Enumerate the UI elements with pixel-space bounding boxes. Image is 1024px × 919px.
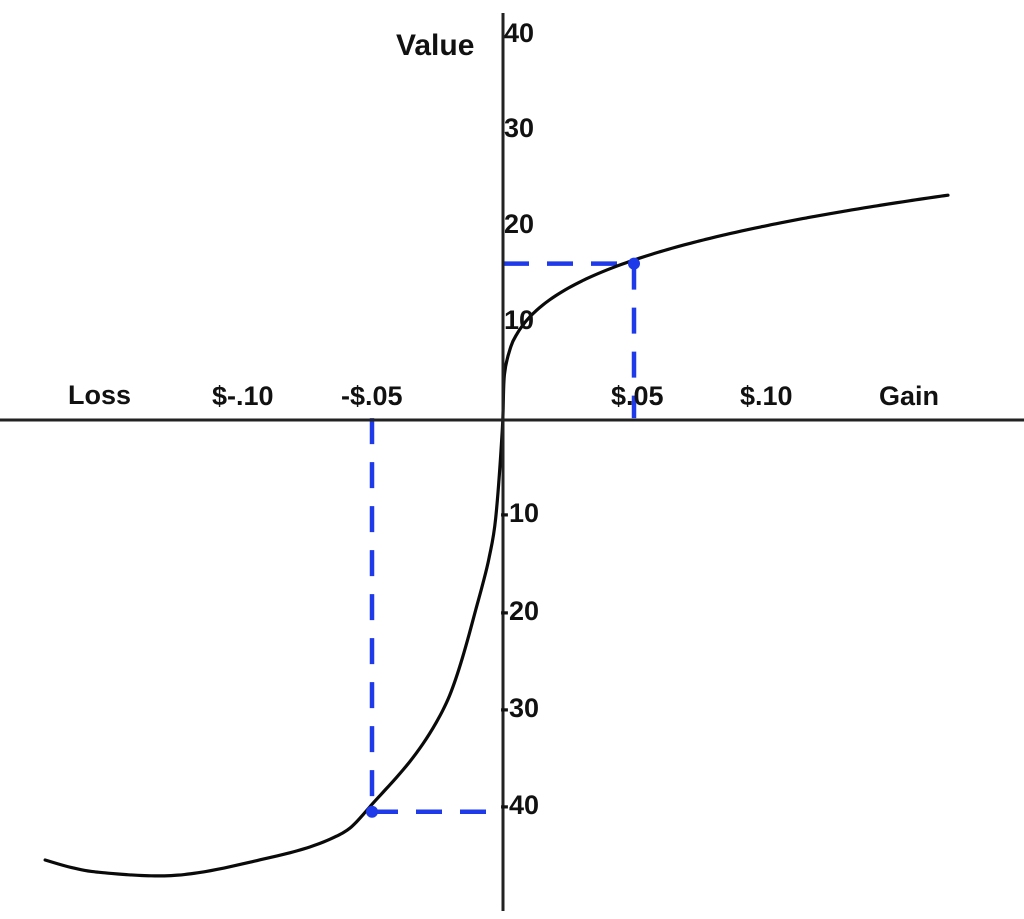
svg-text:Gain: Gain — [879, 381, 939, 411]
svg-text:30: 30 — [504, 113, 534, 143]
svg-text:-10: -10 — [500, 498, 539, 528]
svg-text:-30: -30 — [500, 693, 539, 723]
svg-text:40: 40 — [504, 18, 534, 48]
svg-text:-$.05: -$.05 — [341, 381, 403, 411]
svg-text:Value: Value — [396, 29, 474, 62]
svg-text:-20: -20 — [500, 596, 539, 626]
svg-text:$.10: $.10 — [740, 381, 793, 411]
svg-text:Loss: Loss — [68, 380, 131, 410]
svg-text:20: 20 — [504, 209, 534, 239]
svg-text:-40: -40 — [500, 790, 539, 820]
svg-text:$-.10: $-.10 — [212, 381, 274, 411]
svg-text:$.05: $.05 — [611, 381, 664, 411]
svg-text:10: 10 — [504, 305, 534, 335]
